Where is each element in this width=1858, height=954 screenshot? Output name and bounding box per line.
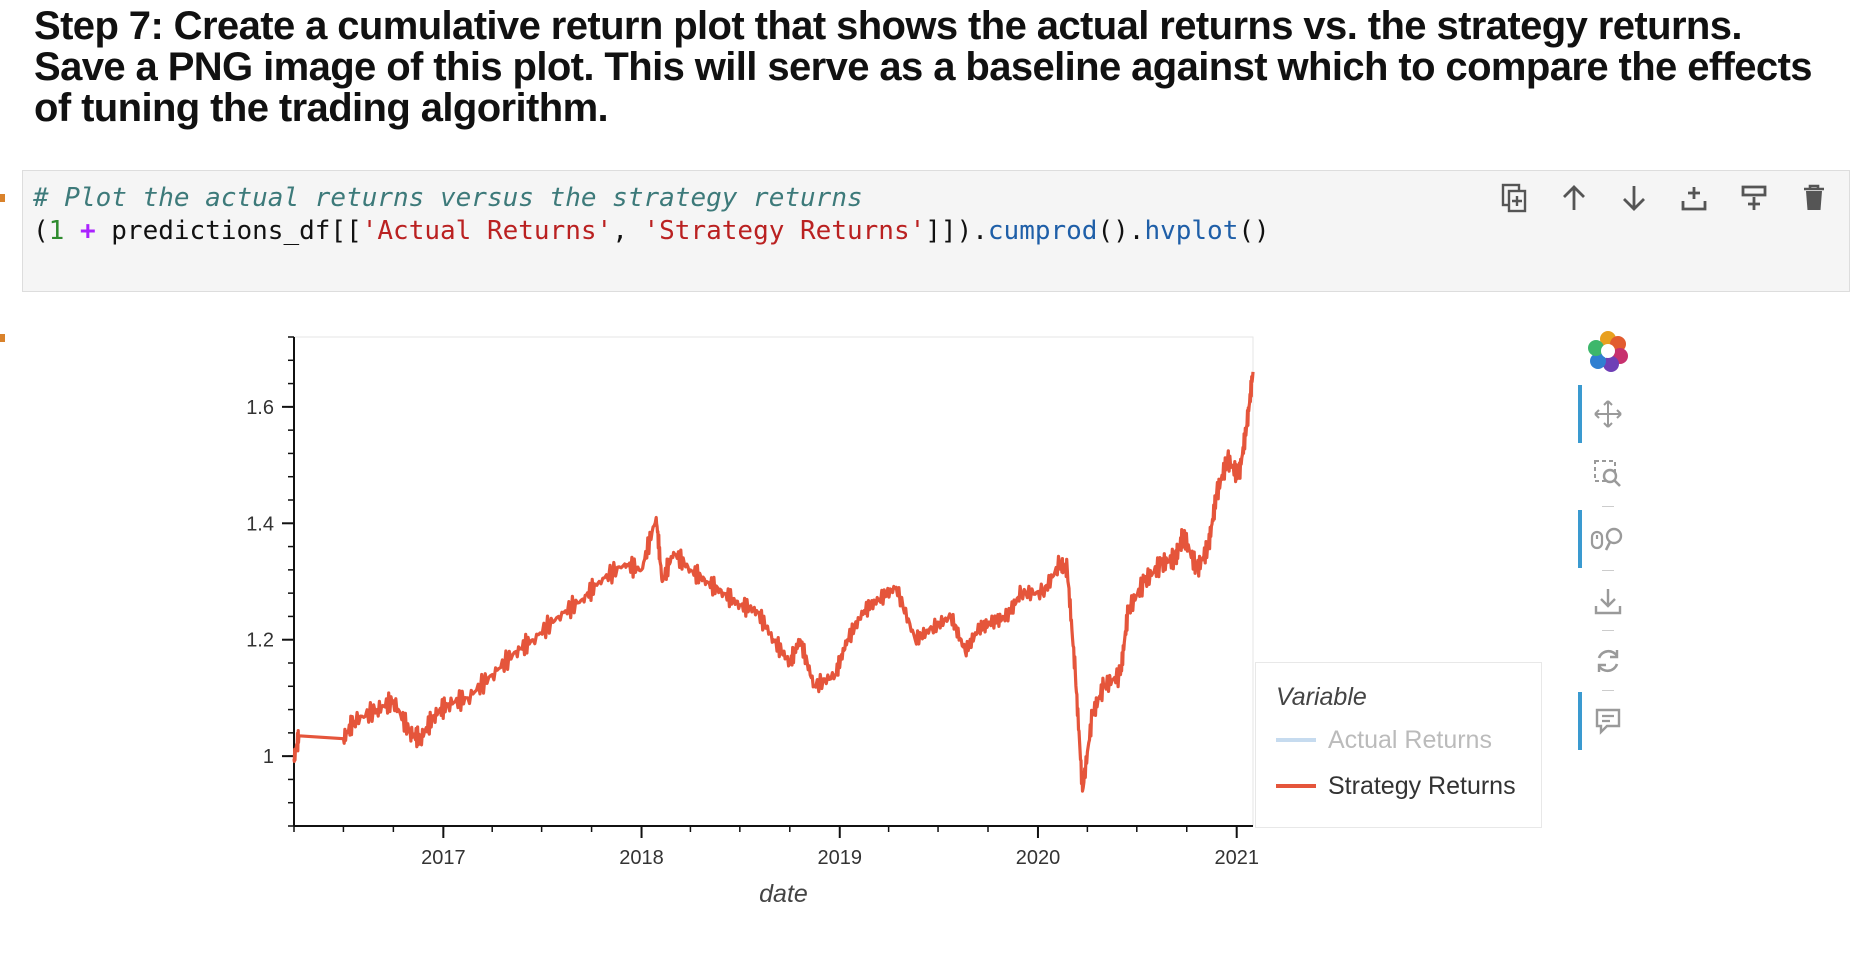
y-tick-label: 1 (263, 746, 274, 768)
code-string: 'Actual Returns' (361, 216, 613, 246)
x-tick-label: 2021 (1214, 847, 1259, 869)
step-heading: Step 7: Create a cumulative return plot … (34, 4, 1813, 130)
legend-swatch-actual (1276, 738, 1316, 742)
hover-active-indicator (1578, 692, 1582, 750)
code-token: ]]). (925, 216, 988, 246)
chart-legend: Variable Actual Returns Strategy Returns (1255, 662, 1542, 828)
legend-label-strategy: Strategy Returns (1328, 771, 1516, 800)
insert-above-icon[interactable] (1677, 181, 1711, 215)
code-cell[interactable]: # Plot the actual returns versus the str… (22, 170, 1850, 292)
x-tick-label: 2019 (818, 847, 863, 869)
legend-item-strategy-returns[interactable]: Strategy Returns (1276, 771, 1516, 801)
code-token: predictions_df[[ (95, 216, 362, 246)
move-up-icon[interactable] (1557, 181, 1591, 215)
x-axis-label: date (759, 880, 808, 908)
wheel-zoom-icon[interactable] (1582, 513, 1634, 565)
y-tick-label: 1.4 (246, 513, 274, 535)
series-line-strategy-returns (292, 371, 1255, 793)
code-number: 1 (48, 216, 65, 246)
output-prompt-marker (0, 334, 5, 342)
code-function: hvplot (1144, 216, 1239, 246)
code-expression-line[interactable]: (1 + predictions_df[['Actual Returns', '… (33, 216, 1270, 246)
cell-toolbar (1497, 181, 1831, 215)
code-token: (). (1097, 216, 1145, 246)
code-token: () (1238, 216, 1270, 246)
pan-active-indicator (1578, 385, 1582, 443)
insert-below-icon[interactable] (1737, 181, 1771, 215)
x-tick-label: 2017 (421, 847, 466, 869)
box-zoom-icon[interactable] (1582, 448, 1634, 500)
delete-icon[interactable] (1797, 181, 1831, 215)
legend-swatch-strategy (1276, 784, 1316, 788)
code-function: cumprod (987, 216, 1098, 246)
code-comment: # Plot the actual returns versus the str… (33, 183, 863, 213)
wheel-zoom-active-indicator (1578, 510, 1582, 568)
code-token: , (612, 216, 644, 246)
bokeh-toolbar (1578, 330, 1638, 750)
hover-icon[interactable] (1582, 695, 1634, 747)
legend-item-actual-returns[interactable]: Actual Returns (1276, 725, 1492, 755)
toolbar-separator (1602, 506, 1614, 507)
legend-title: Variable (1276, 683, 1367, 711)
code-token: ( (33, 216, 49, 246)
bokeh-logo-icon[interactable] (1587, 330, 1629, 372)
input-prompt-marker (0, 194, 5, 202)
legend-label-actual: Actual Returns (1328, 725, 1492, 754)
x-tick-label: 2020 (1016, 847, 1061, 869)
toolbar-separator (1602, 630, 1614, 631)
toolbar-separator (1602, 570, 1614, 571)
y-tick-label: 1.6 (246, 397, 274, 419)
save-icon[interactable] (1582, 575, 1634, 627)
reset-icon[interactable] (1582, 635, 1634, 687)
move-down-icon[interactable] (1617, 181, 1651, 215)
plot-area (293, 336, 1254, 827)
toolbar-separator (1602, 690, 1614, 691)
duplicate-icon[interactable] (1497, 181, 1531, 215)
code-string: 'Strategy Returns' (643, 216, 926, 246)
y-tick-label: 1.2 (246, 630, 274, 652)
code-comment-line[interactable]: # Plot the actual returns versus the str… (33, 183, 863, 213)
x-tick-label: 2018 (619, 847, 664, 869)
pan-icon[interactable] (1582, 388, 1634, 440)
code-operator: + (79, 216, 96, 246)
